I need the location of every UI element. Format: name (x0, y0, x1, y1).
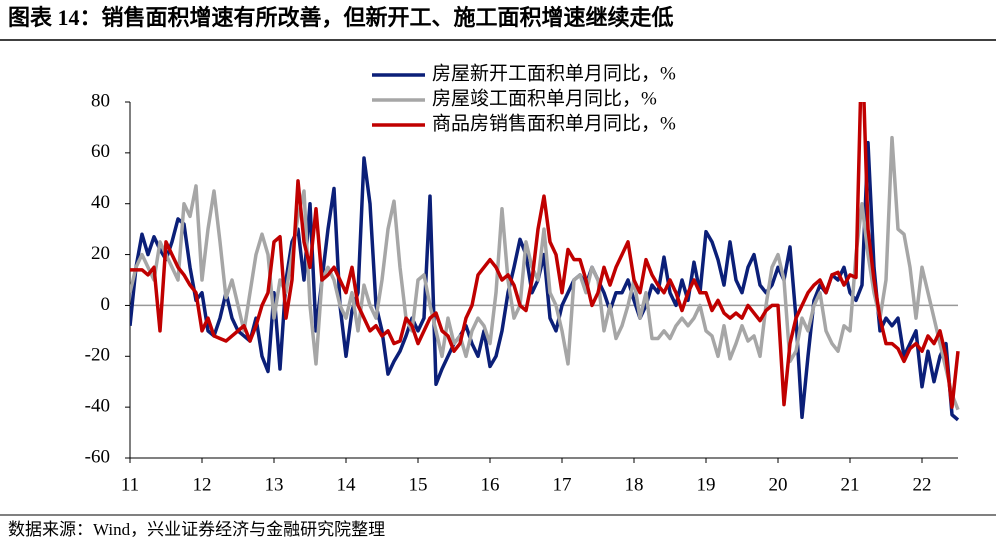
x-tick-label: 16 (481, 474, 500, 495)
x-tick-label: 22 (913, 474, 932, 495)
y-tick-label: -40 (85, 396, 110, 417)
x-tick-label: 12 (193, 474, 212, 495)
x-tick-label: 17 (553, 474, 572, 495)
series-line (130, 135, 960, 411)
legend-label: 房屋新开工面积单月同比，% (432, 62, 676, 84)
legend-label: 商品房销售面积单月同比，% (432, 112, 676, 134)
legend-label: 房屋竣工面积单月同比，% (432, 87, 657, 109)
chart-title: 图表 14：销售面积增速有所改善，但新开工、施工面积增速继续走低 (8, 5, 674, 30)
y-tick-label: 0 (101, 294, 111, 315)
series-line (130, 140, 960, 422)
y-tick-label: 40 (91, 192, 110, 213)
y-tick-label: -60 (85, 446, 110, 467)
series-line (130, 102, 960, 409)
plot-area (130, 102, 960, 422)
y-tick-label: 80 (91, 90, 110, 111)
x-tick-label: 20 (769, 474, 788, 495)
y-tick-label: 60 (91, 141, 110, 162)
source-note: 数据来源：Wind，兴业证券经济与金融研究院整理 (8, 520, 385, 539)
x-tick-label: 19 (697, 474, 716, 495)
x-tick-label: 15 (409, 474, 428, 495)
x-tick-label: 21 (841, 474, 860, 495)
x-tick-label: 13 (265, 474, 284, 495)
x-tick-label: 14 (337, 474, 357, 495)
x-tick-label: 11 (121, 474, 139, 495)
y-tick-label: 20 (91, 243, 110, 264)
y-tick-label: -20 (85, 345, 110, 366)
x-tick-label: 18 (625, 474, 644, 495)
